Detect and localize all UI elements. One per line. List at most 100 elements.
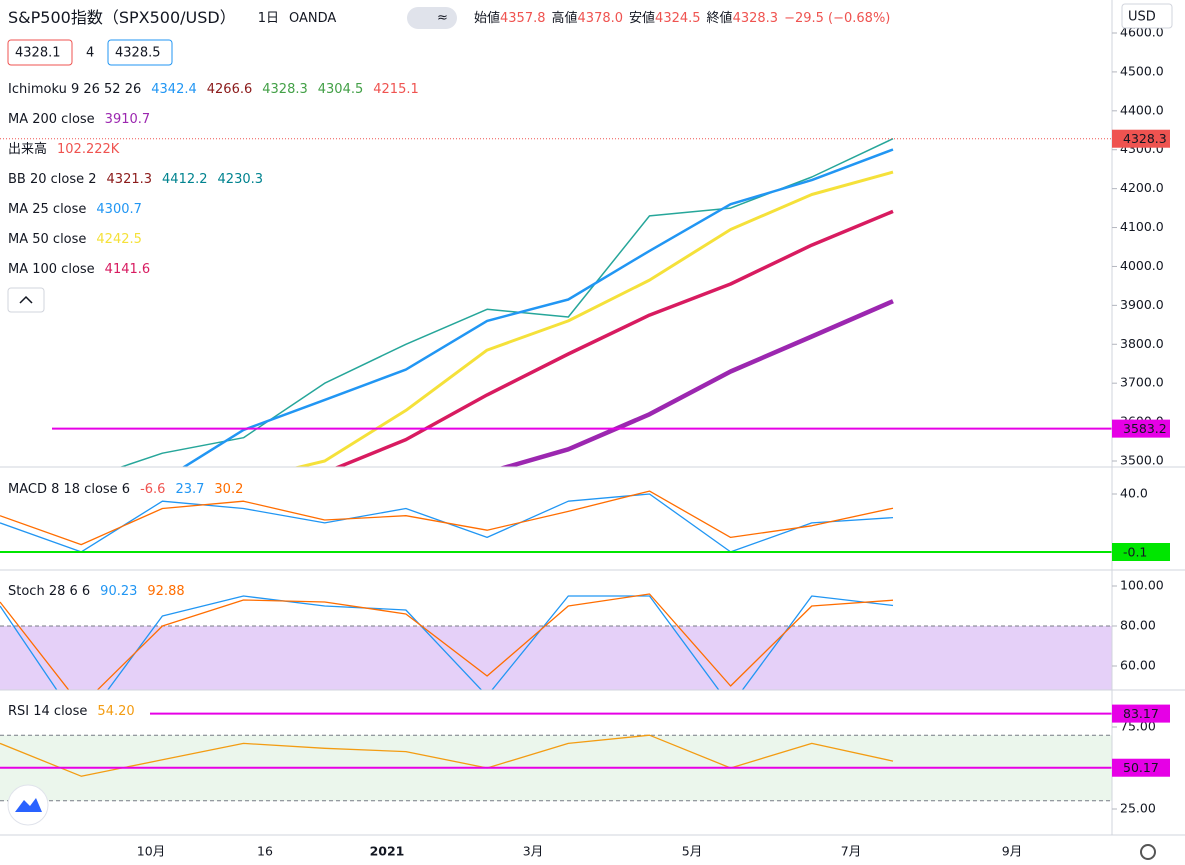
series-line xyxy=(0,593,894,690)
legend-row: BB 20 close 2 4321.3 4412.2 4230.3 xyxy=(8,172,263,187)
ohlc-label: 終値 xyxy=(707,10,733,26)
ohlc-value: 4378.0 xyxy=(578,11,624,26)
legend-name: Stoch 28 6 6 xyxy=(8,584,90,599)
series-line xyxy=(0,490,894,546)
toggle-icon: ≈ xyxy=(437,11,448,26)
price-badge xyxy=(1112,129,1170,148)
axes: 4600.04500.04400.04300.04200.04100.04000… xyxy=(137,25,1170,859)
series-line xyxy=(181,148,894,467)
legend-value: 4242.5 xyxy=(96,232,142,247)
band xyxy=(0,626,1112,690)
legend-value: 4304.5 xyxy=(318,82,364,97)
quote-box[interactable] xyxy=(107,39,173,66)
series-line xyxy=(0,734,894,777)
y-tick-label: 3800.0 xyxy=(1120,336,1164,351)
legend-name: MA 25 close xyxy=(8,202,86,217)
legend-name: MACD 8 18 close 6 xyxy=(8,482,130,497)
legend-value: 4412.2 xyxy=(162,172,208,187)
legend-value: 102.222K xyxy=(57,142,120,157)
y-tick-label: 4400.0 xyxy=(1120,102,1164,117)
legend-value: 4342.4 xyxy=(151,82,197,97)
legend-value: 30.2 xyxy=(214,482,243,497)
y-tick-label: 4100.0 xyxy=(1120,219,1164,234)
logo-icon xyxy=(15,798,42,812)
macd-pane xyxy=(0,490,1112,553)
ohlc-value: 4357.8 xyxy=(500,11,546,26)
legend-value: 4266.6 xyxy=(207,82,253,97)
legend-row: RSI 14 close 54.20 xyxy=(8,704,135,719)
rsi-pane xyxy=(0,712,1112,802)
price-badge-label: 3583.2 xyxy=(1123,421,1167,436)
price-badge xyxy=(1112,543,1170,561)
quote-bid: 4328.1 xyxy=(15,46,61,61)
ohlc-value: 4328.3 xyxy=(733,11,779,26)
ohlc-label: 始値 xyxy=(474,10,500,26)
collapse-icon xyxy=(19,295,33,304)
price-badge-label: 4328.3 xyxy=(1123,131,1167,146)
legend-value: 90.23 xyxy=(100,584,137,599)
legend-name: RSI 14 close xyxy=(8,704,87,719)
legend-value: -6.6 xyxy=(140,482,165,497)
x-tick-label: 3月 xyxy=(523,844,543,859)
legend-name: 出来高 xyxy=(8,141,47,157)
collapse-button[interactable] xyxy=(7,287,45,313)
y-tick-label: 4500.0 xyxy=(1120,63,1164,78)
series-line xyxy=(119,138,894,467)
series-line xyxy=(334,209,894,467)
legend-row: Stoch 28 6 6 90.23 92.88 xyxy=(8,584,185,599)
y-tick-label: 3900.0 xyxy=(1120,297,1164,312)
legend-value: 3910.7 xyxy=(105,112,151,127)
currency-button[interactable] xyxy=(1121,3,1173,29)
legend-value: 54.20 xyxy=(97,704,134,719)
interval: 1日 xyxy=(258,11,279,26)
quote-ask: 4328.5 xyxy=(115,46,161,61)
y-tick-label: 3700.0 xyxy=(1120,375,1164,390)
y-tick-label: 80.00 xyxy=(1120,618,1156,633)
legend-value: 4141.6 xyxy=(105,262,151,277)
y-tick-label: 60.00 xyxy=(1120,658,1156,673)
price-pane xyxy=(0,138,1112,467)
y-tick-label: 40.0 xyxy=(1120,486,1148,501)
legend-value: 4215.1 xyxy=(373,82,419,97)
x-tick-label: 9月 xyxy=(1002,844,1022,859)
legend-row: MA 100 close 4141.6 xyxy=(8,262,150,277)
quote-box[interactable] xyxy=(7,39,73,66)
legend-value: 92.88 xyxy=(147,584,184,599)
settings-button[interactable] xyxy=(1140,844,1156,860)
source: OANDA xyxy=(289,11,336,26)
ohlc-value: 4324.5 xyxy=(655,11,701,26)
legend-name: BB 20 close 2 xyxy=(8,172,97,187)
legend-name: MA 100 close xyxy=(8,262,95,277)
ohlc-label: 高値 xyxy=(552,10,578,26)
x-tick-label: 2021 xyxy=(370,844,405,859)
price-badge xyxy=(1112,704,1170,723)
x-tick-label: 5月 xyxy=(682,844,702,859)
y-tick-label: 4000.0 xyxy=(1120,258,1164,273)
y-tick-label: 4200.0 xyxy=(1120,180,1164,195)
legend-row: MA 25 close 4300.7 xyxy=(8,202,142,217)
legend-row: MA 200 close 3910.7 xyxy=(8,112,150,127)
series-line xyxy=(0,595,894,690)
legend-value: 4230.3 xyxy=(218,172,264,187)
currency: USD xyxy=(1128,10,1156,25)
y-tick-label: 25.00 xyxy=(1120,801,1156,816)
legend-value: 4300.7 xyxy=(96,202,142,217)
legend-value: 4328.3 xyxy=(262,82,308,97)
x-tick-label: 16 xyxy=(257,844,273,859)
legend-name: Ichimoku 9 26 52 26 xyxy=(8,82,141,97)
ohlc-label: 安値 xyxy=(629,10,655,26)
x-tick-label: 7月 xyxy=(841,844,861,859)
legend-name: MA 50 close xyxy=(8,232,86,247)
price-badge-label: -0.1 xyxy=(1123,545,1147,560)
legend-row: MACD 8 18 close 6 -6.6 23.7 30.2 xyxy=(8,482,243,497)
price-badge xyxy=(1112,758,1170,777)
series-line xyxy=(293,170,894,467)
series-line xyxy=(498,299,894,467)
change: −29.5 (−0.68%) xyxy=(784,11,890,26)
header: S&P500指数（SPX500/USD） 1日 OANDA xyxy=(8,8,336,27)
legend-value: 23.7 xyxy=(175,482,204,497)
toggle-button[interactable] xyxy=(407,7,457,29)
legend-row: MA 50 close 4242.5 xyxy=(8,232,142,247)
price-badge-label: 50.17 xyxy=(1123,760,1159,775)
